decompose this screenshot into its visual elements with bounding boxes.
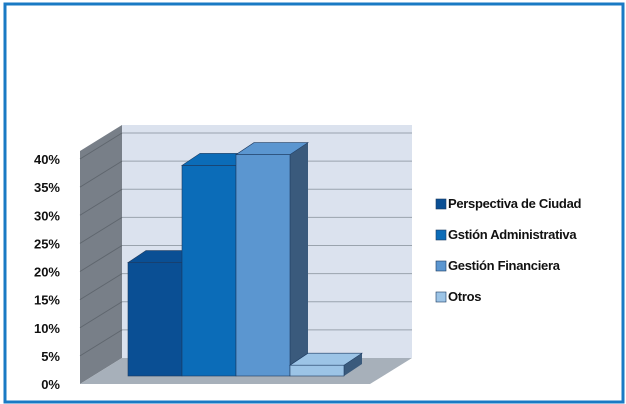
- y-tick-label: 30%: [34, 208, 60, 223]
- legend-swatch: [435, 229, 447, 241]
- bar-top: [289, 352, 363, 366]
- gridline-side: [79, 132, 123, 160]
- bar-front: [127, 262, 183, 377]
- gridline-side: [79, 188, 123, 216]
- y-axis-ticks: 0% 5% 10% 15% 20% 25% 30% 35% 40%: [34, 152, 60, 392]
- legend-swatch: [435, 260, 447, 272]
- legend-label: Perspectiva de Ciudad: [448, 196, 581, 211]
- gridline-side: [79, 245, 123, 272]
- y-tick-label: 15%: [34, 293, 60, 308]
- y-tick-label: 35%: [34, 180, 60, 195]
- legend-label: Otros: [448, 289, 481, 304]
- bar-side: [290, 142, 308, 376]
- gridline-side: [79, 273, 123, 301]
- legend: Perspectiva de Ciudad Gstión Administrati…: [435, 196, 582, 304]
- gridline-side: [79, 301, 123, 329]
- bar-front: [235, 154, 291, 377]
- bar-front: [181, 165, 237, 377]
- chart-border: [3, 2, 625, 404]
- side-wall: [80, 125, 122, 384]
- bar-top: [235, 142, 309, 155]
- gridline-side: [79, 216, 123, 244]
- legend-label: Gestión Financiera: [448, 258, 561, 273]
- legend-swatch: [435, 291, 447, 303]
- bar-front: [289, 364, 345, 377]
- gridline-side: [79, 160, 123, 188]
- legend-swatch: [435, 198, 447, 210]
- legend-label: Gstión Administrativa: [448, 227, 577, 242]
- y-tick-label: 10%: [34, 321, 60, 336]
- bars: [127, 142, 363, 377]
- bar: [235, 142, 309, 377]
- gridline-side: [79, 329, 123, 357]
- bar: [289, 352, 363, 377]
- y-tick-label: 20%: [34, 265, 60, 280]
- y-tick-label: 0%: [41, 377, 60, 392]
- y-tick-label: 40%: [34, 152, 60, 167]
- y-tick-label: 25%: [34, 236, 60, 251]
- bar-side: [344, 353, 362, 376]
- y-tick-label: 5%: [41, 349, 60, 364]
